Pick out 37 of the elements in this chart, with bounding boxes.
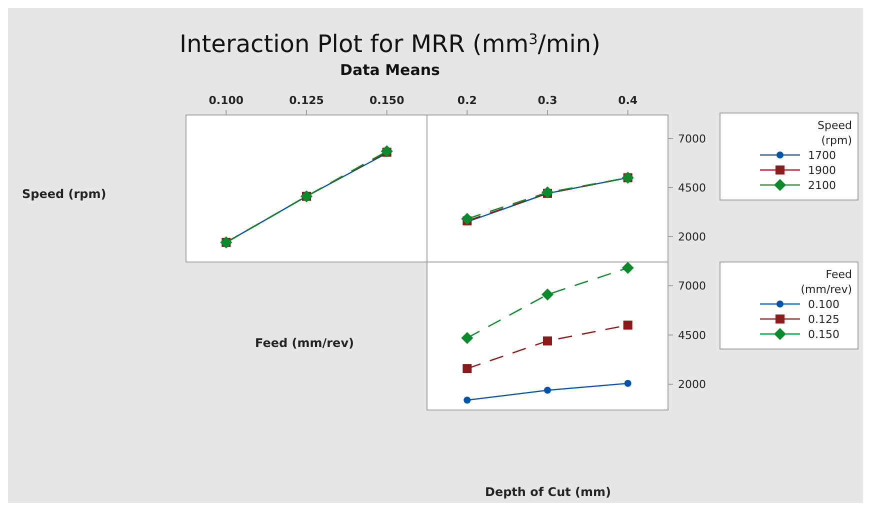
chart-subtitle: Data Means — [340, 61, 440, 79]
legend-label: 1900 — [808, 164, 836, 177]
x-tick-label: 0.4 — [618, 94, 638, 107]
x-tick-label: 0.3 — [538, 94, 558, 107]
legend-label: 0.150 — [808, 328, 840, 341]
x-axis-title: Depth of Cut (mm) — [484, 485, 612, 499]
legend-label: 0.100 — [808, 298, 840, 311]
point — [464, 396, 471, 404]
point — [622, 262, 634, 274]
point — [543, 336, 552, 346]
x-tick-label: 0.100 — [208, 94, 244, 107]
y-tick-label: 7000 — [678, 280, 706, 293]
point — [462, 364, 472, 374]
x-tick-label: 0.125 — [289, 94, 324, 107]
y-tick-label: 4500 — [678, 328, 706, 342]
point — [542, 288, 554, 301]
point — [544, 386, 551, 394]
legend-label: 1700 — [808, 149, 836, 162]
chart-title: Interaction Plot for MRR (mm$^{3}$/min) — [179, 30, 601, 58]
x-tick-label: 0.150 — [369, 94, 405, 107]
legend-label: 2100 — [808, 179, 836, 192]
y-axis-title: Speed (rpm) — [22, 187, 106, 201]
y-tick-label: 4500 — [678, 181, 706, 194]
point — [623, 320, 632, 330]
x-tick-label: 0.2 — [457, 94, 477, 107]
legend-title: Speed (rpm) — [818, 119, 852, 147]
point — [624, 380, 632, 387]
y-tick-label: 2000 — [678, 378, 706, 392]
y-tick-label: 2000 — [678, 230, 706, 244]
legend-label: 0.125 — [808, 313, 840, 326]
point — [542, 186, 554, 198]
point — [461, 212, 474, 225]
point — [461, 332, 474, 344]
legend-title: Feed (mm/rev) — [800, 268, 852, 296]
y-tick-label: 7000 — [678, 132, 706, 146]
y-axis-title: Feed (mm/rev) — [255, 336, 354, 350]
point — [380, 145, 393, 158]
